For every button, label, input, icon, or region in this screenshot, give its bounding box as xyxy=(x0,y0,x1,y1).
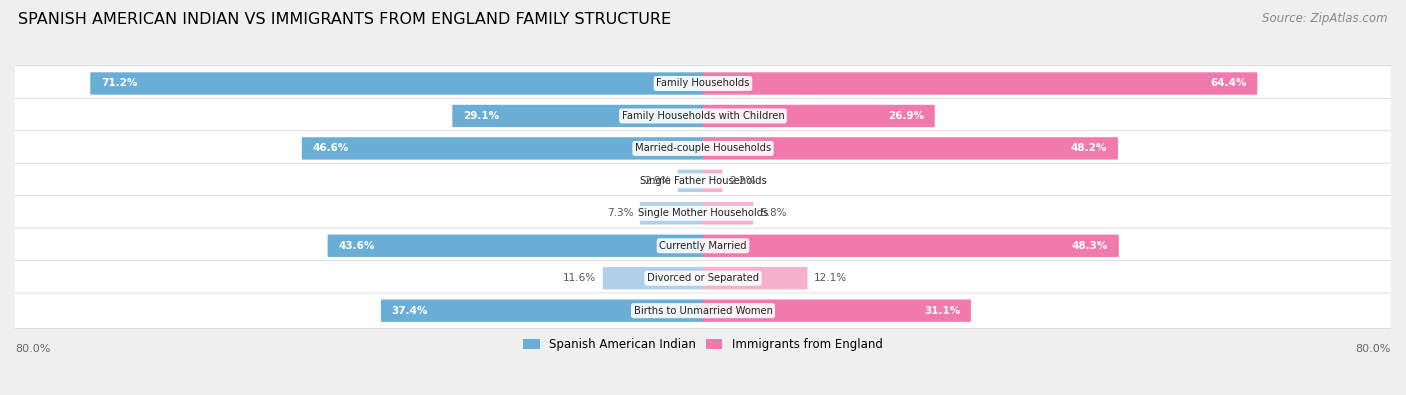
Text: 37.4%: 37.4% xyxy=(392,306,429,316)
Text: 46.6%: 46.6% xyxy=(312,143,349,153)
FancyBboxPatch shape xyxy=(703,72,1257,95)
Text: 5.8%: 5.8% xyxy=(759,208,786,218)
Text: Source: ZipAtlas.com: Source: ZipAtlas.com xyxy=(1263,12,1388,25)
Legend: Spanish American Indian, Immigrants from England: Spanish American Indian, Immigrants from… xyxy=(519,334,887,356)
FancyBboxPatch shape xyxy=(14,196,1392,231)
FancyBboxPatch shape xyxy=(14,98,1392,134)
Text: 2.9%: 2.9% xyxy=(645,176,671,186)
FancyBboxPatch shape xyxy=(328,235,703,257)
FancyBboxPatch shape xyxy=(14,163,1392,199)
Text: Currently Married: Currently Married xyxy=(659,241,747,251)
Text: Single Mother Households: Single Mother Households xyxy=(638,208,768,218)
FancyBboxPatch shape xyxy=(14,293,1392,328)
FancyBboxPatch shape xyxy=(703,137,1118,160)
FancyBboxPatch shape xyxy=(703,235,1119,257)
Text: 7.3%: 7.3% xyxy=(607,208,633,218)
FancyBboxPatch shape xyxy=(678,170,703,192)
Text: 31.1%: 31.1% xyxy=(924,306,960,316)
Text: 2.2%: 2.2% xyxy=(728,176,755,186)
Text: 43.6%: 43.6% xyxy=(339,241,375,251)
Text: Married-couple Households: Married-couple Households xyxy=(636,143,770,153)
Text: Births to Unmarried Women: Births to Unmarried Women xyxy=(634,306,772,316)
FancyBboxPatch shape xyxy=(703,105,935,127)
FancyBboxPatch shape xyxy=(14,66,1392,101)
Text: 48.3%: 48.3% xyxy=(1071,241,1108,251)
FancyBboxPatch shape xyxy=(14,261,1392,296)
FancyBboxPatch shape xyxy=(703,299,972,322)
Text: 64.4%: 64.4% xyxy=(1211,79,1247,88)
Text: Single Father Households: Single Father Households xyxy=(640,176,766,186)
FancyBboxPatch shape xyxy=(640,202,703,224)
FancyBboxPatch shape xyxy=(703,170,723,192)
Text: 80.0%: 80.0% xyxy=(15,344,51,354)
FancyBboxPatch shape xyxy=(14,228,1392,263)
FancyBboxPatch shape xyxy=(14,131,1392,166)
FancyBboxPatch shape xyxy=(381,299,703,322)
FancyBboxPatch shape xyxy=(603,267,703,290)
Text: 71.2%: 71.2% xyxy=(101,79,138,88)
Text: 80.0%: 80.0% xyxy=(1355,344,1391,354)
FancyBboxPatch shape xyxy=(453,105,703,127)
Text: 48.2%: 48.2% xyxy=(1071,143,1107,153)
Text: 26.9%: 26.9% xyxy=(889,111,924,121)
Text: Family Households with Children: Family Households with Children xyxy=(621,111,785,121)
Text: 12.1%: 12.1% xyxy=(814,273,846,283)
FancyBboxPatch shape xyxy=(703,267,807,290)
Text: 29.1%: 29.1% xyxy=(463,111,499,121)
Text: SPANISH AMERICAN INDIAN VS IMMIGRANTS FROM ENGLAND FAMILY STRUCTURE: SPANISH AMERICAN INDIAN VS IMMIGRANTS FR… xyxy=(18,12,672,27)
Text: 11.6%: 11.6% xyxy=(564,273,596,283)
Text: Family Households: Family Households xyxy=(657,79,749,88)
FancyBboxPatch shape xyxy=(703,202,754,224)
FancyBboxPatch shape xyxy=(302,137,703,160)
FancyBboxPatch shape xyxy=(90,72,703,95)
Text: Divorced or Separated: Divorced or Separated xyxy=(647,273,759,283)
